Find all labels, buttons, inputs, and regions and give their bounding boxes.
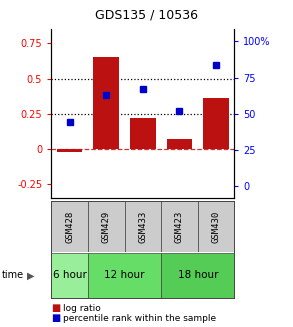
Bar — [203, 98, 229, 149]
Bar — [161, 253, 234, 298]
Text: GSM423: GSM423 — [175, 210, 184, 243]
Bar — [88, 253, 161, 298]
Text: time: time — [1, 270, 24, 280]
Bar — [88, 201, 125, 252]
Bar — [198, 201, 234, 252]
Text: GSM428: GSM428 — [65, 210, 74, 243]
Bar — [125, 201, 161, 252]
Bar — [167, 139, 192, 149]
Text: percentile rank within the sample: percentile rank within the sample — [63, 314, 216, 323]
Bar — [130, 118, 156, 149]
Text: GDS135 / 10536: GDS135 / 10536 — [95, 8, 198, 21]
Text: ■: ■ — [51, 314, 61, 323]
Bar — [51, 253, 88, 298]
Text: log ratio: log ratio — [63, 303, 101, 313]
Text: GSM433: GSM433 — [138, 210, 147, 243]
Bar — [57, 149, 82, 151]
Text: GSM430: GSM430 — [212, 210, 221, 243]
Bar — [161, 201, 198, 252]
Text: 18 hour: 18 hour — [178, 270, 218, 281]
Text: 6 hour: 6 hour — [53, 270, 86, 281]
Text: ▶: ▶ — [27, 270, 35, 280]
Text: GSM429: GSM429 — [102, 210, 111, 243]
Bar — [51, 201, 88, 252]
Text: 12 hour: 12 hour — [104, 270, 145, 281]
Text: ■: ■ — [51, 303, 61, 313]
Bar — [93, 58, 119, 149]
